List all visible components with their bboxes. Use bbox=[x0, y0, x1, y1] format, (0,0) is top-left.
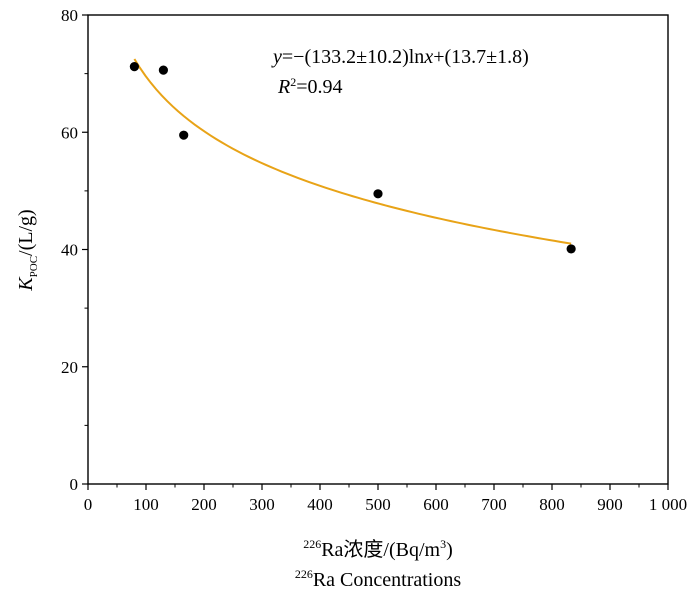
x-tick-label: 0 bbox=[84, 495, 93, 514]
x-tick-label: 400 bbox=[307, 495, 333, 514]
y-tick-label: 0 bbox=[70, 475, 79, 494]
data-point bbox=[373, 189, 383, 199]
y-axis-title-text: KPOC/(L/g) bbox=[15, 209, 40, 291]
data-point bbox=[129, 61, 139, 72]
y-tick-label: 60 bbox=[61, 123, 78, 142]
equation-text: y=−(133.2±10.2)lnx+(13.7±1.8) bbox=[271, 46, 529, 68]
data-points bbox=[129, 61, 576, 254]
data-point bbox=[179, 130, 189, 140]
x-tick-label: 1 000 bbox=[649, 495, 687, 514]
x-tick-label: 100 bbox=[133, 495, 159, 514]
fit-curve-group bbox=[133, 58, 572, 245]
x-axis-title-line1: 226Ra浓度/(Bq/m3) bbox=[303, 537, 453, 561]
r-squared-text: R2=0.94 bbox=[277, 75, 343, 98]
fit-curve bbox=[133, 58, 572, 245]
x-axis-title: 226Ra浓度/(Bq/m3) 226Ra Concentrations bbox=[295, 537, 462, 591]
y-tick-label: 40 bbox=[61, 241, 78, 260]
equation-annotation: y=−(133.2±10.2)lnx+(13.7±1.8) R2=0.94 bbox=[271, 46, 529, 98]
x-tick-label: 800 bbox=[539, 495, 565, 514]
axes: 0 100 200 300 400 500 600 700 800 900 1 000 0 20 40 60… bbox=[61, 6, 687, 514]
data-point bbox=[566, 244, 576, 254]
x-tick-label: 300 bbox=[249, 495, 275, 514]
data-point bbox=[158, 65, 168, 75]
y-tick-label: 80 bbox=[61, 6, 78, 25]
x-tick-label: 700 bbox=[481, 495, 507, 514]
y-axis-title: KPOC/(L/g) bbox=[15, 209, 40, 291]
y-tick-label: 20 bbox=[61, 358, 78, 377]
x-axis-title-line2: 226Ra Concentrations bbox=[295, 567, 462, 591]
x-tick-label: 900 bbox=[597, 495, 623, 514]
plot-frame bbox=[87, 14, 669, 485]
x-tick-label: 600 bbox=[423, 495, 449, 514]
x-tick-label: 200 bbox=[191, 495, 217, 514]
x-tick-label: 500 bbox=[365, 495, 391, 514]
